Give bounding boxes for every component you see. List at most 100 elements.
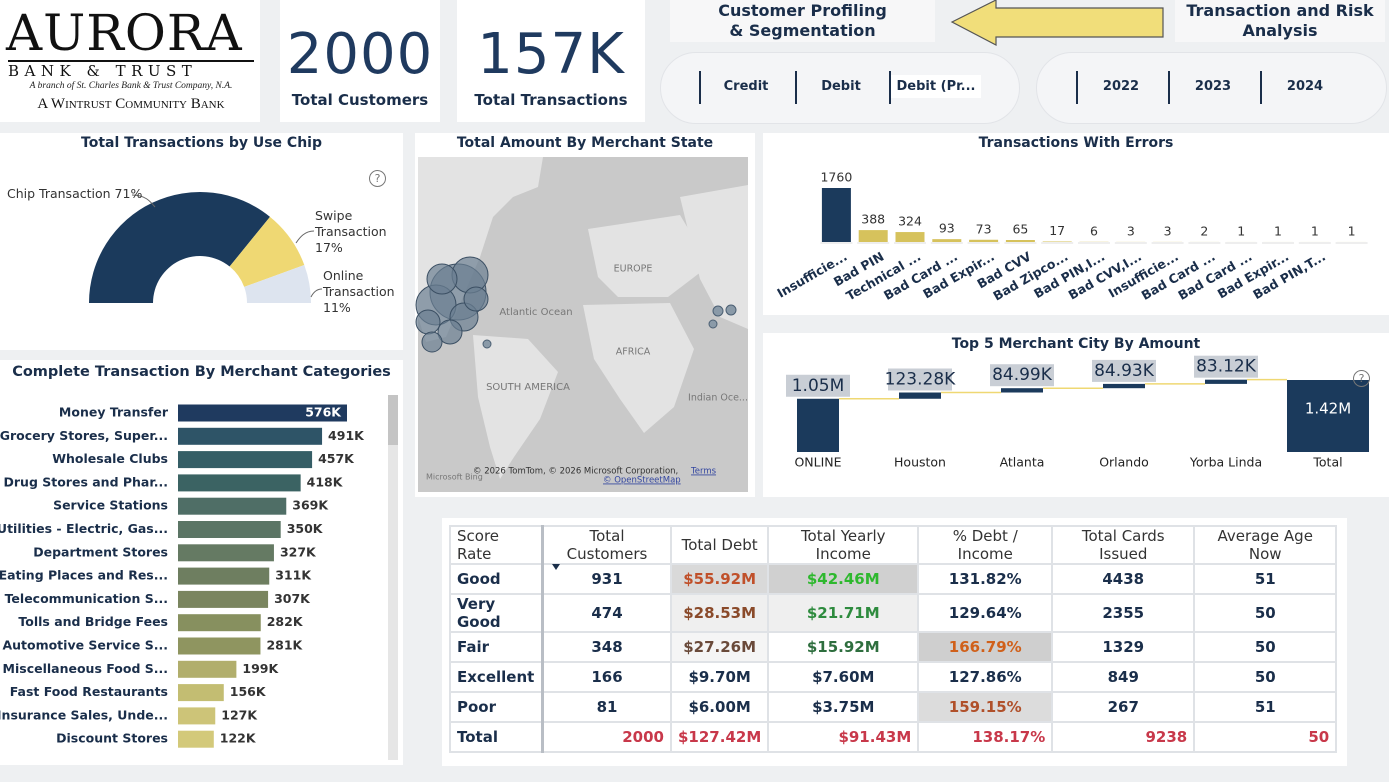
donut-slice (229, 216, 305, 287)
table-cell: 2355 (1051, 593, 1196, 633)
y-tick-label: Department Stores (33, 544, 168, 559)
donut-slice (244, 265, 311, 303)
header-text[interactable]: Total Customers (550, 527, 664, 570)
table-cell: $9.70M (669, 661, 770, 693)
column-header: Total Cards Issued (1051, 525, 1196, 565)
kpi-value: 157K (477, 22, 625, 87)
table-row: Excellent 166 $9.70M $7.60M 127.86% 849 50 (449, 661, 1338, 693)
arrow (950, 0, 1164, 46)
bar (178, 474, 301, 492)
column-header: Total Debt (669, 525, 770, 565)
map-bubble (712, 305, 724, 317)
waterfall-bar (1001, 388, 1043, 393)
slicer-year: 2022 2023 2024 (1036, 52, 1387, 124)
value-label: 1760 (820, 170, 852, 185)
bar (969, 239, 999, 242)
bar (178, 427, 323, 445)
value-label: 83.12K (1196, 357, 1257, 377)
bar (178, 707, 216, 725)
value-label: 84.93K (1094, 361, 1155, 381)
map-bubble (421, 331, 443, 353)
category-label: Chip Transaction (7, 186, 111, 201)
map-bubble (451, 256, 489, 294)
nav-box: Transaction and Risk Analysis (1175, 0, 1385, 42)
column-header: % Debt / Income (917, 525, 1054, 565)
slicer-item[interactable]: Debit (821, 79, 861, 94)
table-cell: 166.79% (917, 631, 1054, 663)
header-text[interactable]: % Debt / Income (952, 527, 1018, 563)
map-label: SOUTH AMERICA (486, 382, 570, 393)
value-label: 1 (1348, 223, 1356, 238)
help-icon[interactable]: ? (1353, 370, 1370, 387)
category-label: Swipe Transaction (315, 208, 387, 239)
logo-parent: A Wintrust Community Bank (37, 96, 225, 112)
value-label: 327K (280, 544, 317, 559)
y-tick-label: Wholesale Clubs (52, 451, 168, 466)
table-cell: 51 (1193, 691, 1338, 723)
map-provider: Microsoft Bing (426, 473, 483, 482)
table-row: Poor 81 $6.00M $3.75M 159.15% 267 51 (449, 691, 1338, 723)
table-cell: 50 (1193, 631, 1338, 663)
value-label: 122K (220, 731, 257, 746)
score-table: Score Rate Total Customers Total Debt Total… (449, 525, 1338, 753)
slicer-item[interactable]: 2023 (1194, 79, 1232, 94)
value-label: 3 (1127, 223, 1135, 238)
slicer-item[interactable]: 2024 (1286, 79, 1324, 94)
waterfall-bar (1205, 379, 1247, 384)
header-text[interactable]: Total Cards Issued (1081, 527, 1165, 563)
bar (895, 232, 925, 242)
table-cell: 131.82% (917, 563, 1054, 595)
header-text[interactable]: Average Age Now (1217, 527, 1313, 563)
table-cell: 138.17% (917, 721, 1054, 753)
donut-chart (89, 192, 323, 303)
waterfall-bar (1287, 380, 1369, 452)
table-row: Total 2000 $127.42M $91.43M 138.17% 9238 50 (449, 721, 1338, 753)
table-cell: 931 (541, 563, 672, 595)
value-label: 307K (274, 591, 311, 606)
nav-next[interactable]: Transaction and Risk Analysis (1186, 1, 1374, 40)
table-cell: $91.43M (767, 721, 920, 753)
table-cell: 129.64% (917, 593, 1054, 633)
slicer-item[interactable]: 2022 (1102, 79, 1140, 94)
value-label: 281K (266, 638, 303, 653)
value-label: 11% (323, 300, 351, 315)
x-tick-label: Atlanta (1000, 455, 1045, 470)
map-bubble (463, 286, 489, 312)
header-text[interactable]: Score Rate (457, 527, 500, 563)
table-cell: 50 (1193, 661, 1338, 693)
table-cell: 849 (1051, 661, 1196, 693)
table-cell: Good (449, 563, 544, 595)
value-label: 6 (1090, 223, 1098, 238)
donut-panel: Total Transactions by Use Chip ? Chip Tr… (0, 133, 403, 350)
value-label: 199K (242, 661, 279, 676)
bar (178, 637, 261, 655)
map-bubble (482, 339, 492, 349)
table-cell: 1329 (1051, 631, 1196, 663)
label-bg (1092, 359, 1156, 382)
kpi-value: 2000 (286, 22, 434, 87)
slicer-item[interactable]: Credit (723, 79, 769, 94)
value-label: 93 (939, 221, 955, 236)
table-cell: 50 (1193, 721, 1338, 753)
waterfall-bar (1103, 383, 1145, 389)
map-area: EUROPE Atlantic Ocean AFRICA SOUTH AMERICA I… (415, 157, 748, 492)
y-tick-label: Insurance Sales, Unde... (0, 707, 168, 722)
map-bubble (437, 319, 463, 345)
waterfall-bar (899, 392, 941, 399)
y-tick-label: Drug Stores and Phar... (4, 474, 169, 489)
value-label: 282K (267, 614, 304, 629)
logo-tagline: A branch of St. Charles Bank & Trust Com… (29, 81, 233, 91)
header-text[interactable]: Total Debt (681, 536, 758, 554)
help-icon[interactable]: ? (369, 170, 386, 187)
bar (932, 239, 962, 242)
header-text[interactable]: Total Yearly Income (800, 527, 886, 563)
slicer-item[interactable]: Debit (Pr... (891, 75, 981, 98)
value-label: 1.42M (1305, 400, 1351, 418)
map-attribution: Terms (690, 467, 717, 477)
value-label: 388 (861, 212, 885, 227)
scrollbar[interactable] (388, 395, 398, 760)
nav-current[interactable]: Customer Profiling & Segmentation (718, 1, 887, 40)
bar (178, 660, 237, 678)
table-cell: Total (449, 721, 544, 753)
